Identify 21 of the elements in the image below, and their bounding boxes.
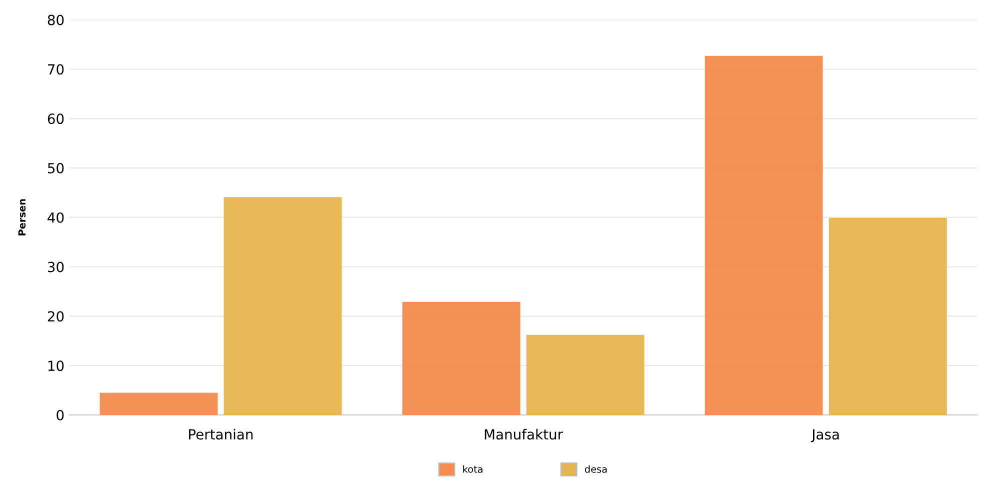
x-tick-label: Pertanian — [189, 428, 253, 440]
y-tick-label: 60 — [48, 114, 64, 124]
y-tick-label: 20 — [48, 311, 64, 322]
x-tick-label: Jasa — [810, 429, 839, 442]
legend-label: desa — [584, 465, 607, 473]
y-tick-label: 0 — [56, 410, 64, 420]
bar — [828, 218, 947, 415]
y-tick-label: 10 — [48, 360, 64, 372]
x-tick-label: Manufaktur — [484, 428, 564, 440]
y-tick-label: 30 — [48, 262, 64, 272]
bar — [526, 334, 644, 415]
bar — [402, 302, 520, 415]
y-tick-label: 50 — [48, 162, 64, 174]
y-tick-label: 70 — [48, 64, 64, 75]
y-tick-label: 40 — [48, 212, 64, 223]
bar — [704, 56, 823, 415]
bar — [224, 197, 342, 415]
legend-label: kota — [463, 465, 482, 473]
y-axis-title: Persen — [18, 199, 26, 236]
y-tick-label: 80 — [48, 14, 64, 26]
bar — [100, 392, 218, 415]
